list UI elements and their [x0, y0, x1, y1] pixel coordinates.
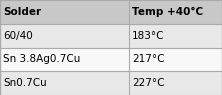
Text: 227°C: 227°C	[132, 78, 165, 88]
Text: Solder: Solder	[3, 7, 42, 17]
Text: Sn0.7Cu: Sn0.7Cu	[3, 78, 47, 88]
Bar	[129, 0, 222, 24]
Bar	[129, 71, 222, 95]
Bar	[129, 24, 222, 48]
Bar	[129, 48, 222, 71]
Text: Temp +40°C: Temp +40°C	[132, 7, 203, 17]
Text: 217°C: 217°C	[132, 54, 165, 64]
Text: Sn 3.8Ag0.7Cu: Sn 3.8Ag0.7Cu	[3, 54, 81, 64]
Bar	[0, 71, 129, 95]
Bar	[0, 48, 129, 71]
Bar	[0, 24, 129, 48]
Text: 60/40: 60/40	[3, 31, 33, 41]
Text: 183°C: 183°C	[132, 31, 165, 41]
Bar	[0, 0, 129, 24]
